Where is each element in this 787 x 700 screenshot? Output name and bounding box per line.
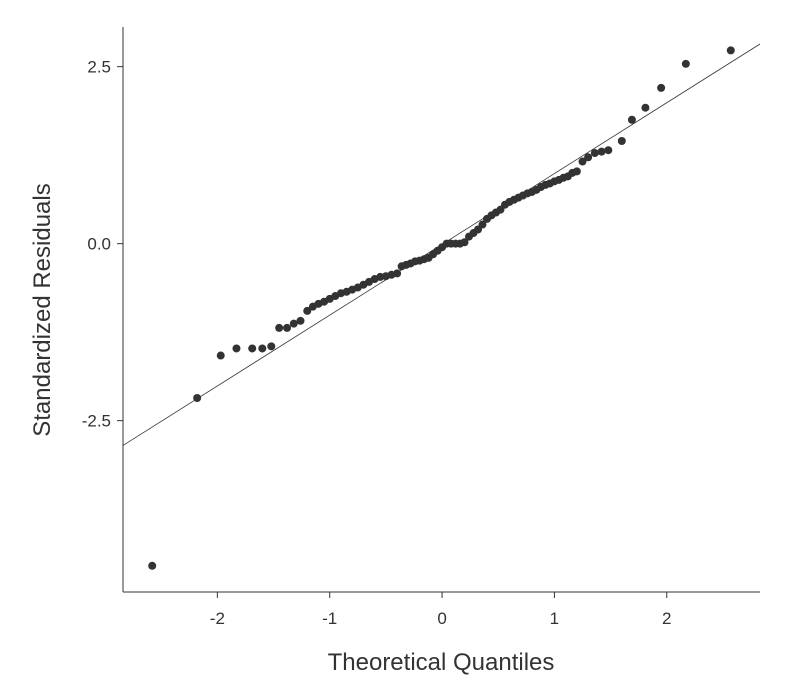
point <box>597 147 606 156</box>
x-tick-label: 2 <box>662 609 671 628</box>
point <box>657 83 666 92</box>
x-tick-label: -1 <box>322 609 337 628</box>
point <box>303 306 312 315</box>
y-axis-title: Standardized Residuals <box>29 183 56 437</box>
point <box>258 344 267 353</box>
point <box>275 323 284 332</box>
y-tick-label: 0.0 <box>87 235 111 254</box>
point <box>289 319 298 328</box>
point <box>248 344 257 353</box>
point <box>283 323 292 332</box>
point <box>641 103 650 112</box>
point <box>267 342 276 351</box>
y-tick-label: -2.5 <box>82 412 111 431</box>
point <box>148 561 157 570</box>
point <box>193 394 202 403</box>
x-tick-label: 1 <box>550 609 559 628</box>
point <box>627 115 636 124</box>
point <box>232 344 241 353</box>
point <box>584 153 593 162</box>
point <box>726 46 735 55</box>
x-tick-label: -2 <box>210 609 225 628</box>
x-axis-title: Theoretical Quantiles <box>328 649 555 676</box>
point <box>296 316 305 325</box>
point <box>460 238 469 247</box>
point <box>572 167 581 176</box>
point <box>681 59 690 68</box>
point <box>393 269 402 278</box>
point <box>478 220 487 229</box>
y-tick-label: 2.5 <box>87 58 111 77</box>
x-tick-label: 0 <box>437 609 446 628</box>
point <box>578 157 587 166</box>
point <box>216 351 225 360</box>
point <box>590 149 599 158</box>
point <box>617 136 626 145</box>
point <box>604 146 613 155</box>
